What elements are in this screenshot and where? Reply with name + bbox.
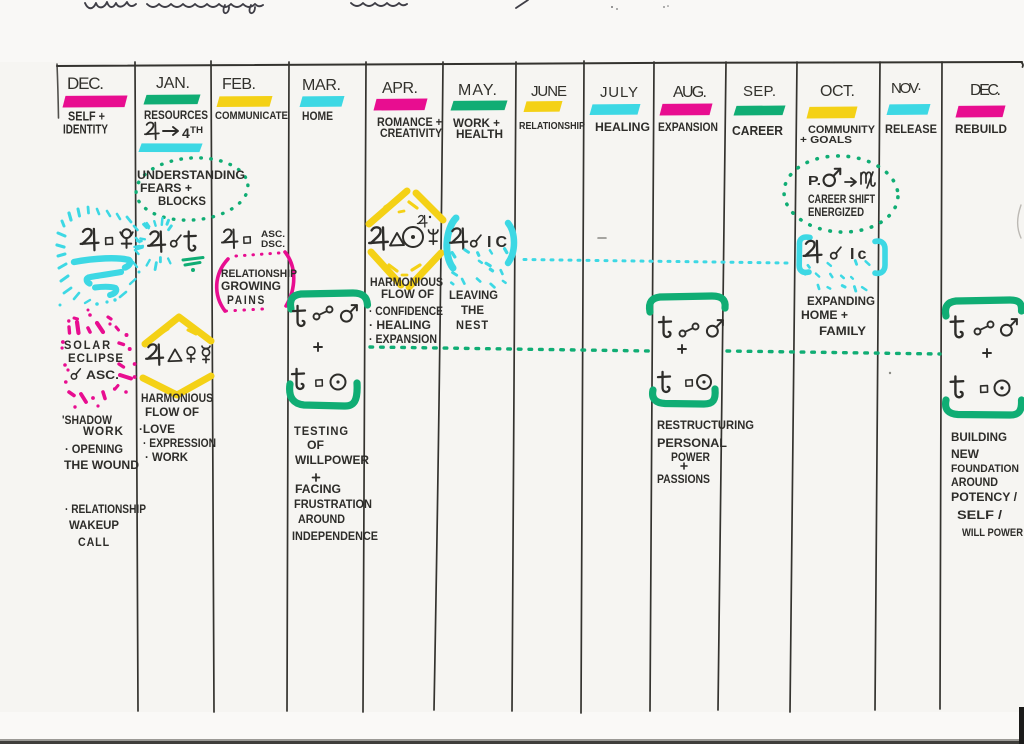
svg-text:SEP.: SEP. [743, 83, 776, 100]
svg-text:CALL: CALL [78, 535, 110, 549]
svg-text:FLOW OF: FLOW OF [145, 405, 199, 419]
svg-text:WORK +: WORK + [453, 116, 500, 130]
svg-text:FRUSTRATION: FRUSTRATION [294, 497, 372, 511]
svg-text:NEW: NEW [951, 447, 980, 461]
svg-text:RESOURCES: RESOURCES [144, 108, 208, 122]
svg-text:·LOVE: ·LOVE [139, 422, 175, 436]
svg-text:DSC.: DSC. [261, 239, 285, 250]
svg-text:FAMILY: FAMILY [819, 324, 866, 338]
svg-text:LEAVING: LEAVING [449, 288, 498, 302]
svg-text:HEALING: HEALING [595, 120, 650, 134]
svg-text:· OPENING: · OPENING [65, 442, 123, 456]
svg-text:PASSIONS: PASSIONS [657, 472, 710, 486]
svg-text:· HEALING: · HEALING [369, 318, 431, 332]
svg-text:PERSONAL: PERSONAL [657, 436, 727, 450]
svg-text:HEALTH: HEALTH [456, 129, 503, 141]
svg-text:DEC.: DEC. [970, 82, 1001, 99]
svg-text:GROWING: GROWING [221, 279, 281, 293]
svg-text:TH: TH [190, 125, 203, 135]
svg-text:BLOCKS: BLOCKS [158, 194, 206, 208]
svg-text:JUNE: JUNE [531, 83, 567, 100]
svg-text:BUILDING: BUILDING [951, 430, 1007, 444]
svg-text:PAINS: PAINS [227, 293, 266, 307]
svg-text:POTENCY /: POTENCY / [951, 490, 1018, 504]
svg-text:HOME +: HOME + [801, 308, 848, 322]
svg-text:ECLIPSE: ECLIPSE [68, 351, 124, 365]
svg-text:WAKEUP: WAKEUP [69, 518, 119, 532]
svg-text:WILL POWER: WILL POWER [962, 527, 1023, 539]
svg-text:CAREER SHIFT: CAREER SHIFT [808, 194, 875, 206]
svg-text:· EXPANSION: · EXPANSION [369, 332, 437, 346]
svg-text:JAN.: JAN. [156, 75, 190, 92]
svg-text:THE: THE [461, 303, 484, 317]
svg-text:ASC.: ASC. [86, 368, 119, 382]
svg-text:IC: IC [487, 234, 511, 251]
svg-text:POWER: POWER [671, 450, 710, 464]
svg-text:SOLAR: SOLAR [64, 338, 112, 352]
svg-text:'SHADOW: 'SHADOW [62, 413, 113, 427]
svg-text:· WORK: · WORK [145, 450, 188, 464]
svg-text:COMMUNITY: COMMUNITY [808, 124, 876, 136]
svg-text:HARMONIOUS: HARMONIOUS [141, 391, 213, 405]
svg-text:THE WOUND: THE WOUND [64, 458, 139, 472]
svg-text:SELF +: SELF + [68, 109, 105, 124]
svg-text:NOV·: NOV· [891, 80, 922, 97]
svg-text:UNDERSTANDING: UNDERSTANDING [137, 168, 245, 182]
svg-text:ROMANCE +: ROMANCE + [377, 115, 442, 129]
svg-text:WILLPOWER: WILLPOWER [295, 453, 369, 467]
svg-text:Ic: Ic [850, 246, 869, 263]
svg-text:RESTRUCTURING: RESTRUCTURING [657, 418, 754, 432]
svg-text:RELATIONSHIP: RELATIONSHIP [519, 121, 585, 132]
svg-text:IDENTITY: IDENTITY [63, 123, 109, 137]
svg-text:REBUILD: REBUILD [955, 122, 1007, 136]
svg-text:ENERGIZED: ENERGIZED [808, 207, 864, 219]
svg-text:4: 4 [182, 125, 190, 141]
svg-text:AROUND: AROUND [298, 512, 345, 526]
svg-text:· CONFIDENCE: · CONFIDENCE [369, 306, 443, 318]
svg-text:· RELATIONSHIP: · RELATIONSHIP [65, 504, 146, 516]
svg-text:INDEPENDENCE: INDEPENDENCE [292, 529, 378, 543]
svg-text:FLOW OF: FLOW OF [381, 287, 434, 301]
svg-text:FOUNDATION: FOUNDATION [951, 463, 1019, 475]
svg-text:MAY.: MAY. [458, 82, 497, 99]
svg-text:COMMUNICATE: COMMUNICATE [215, 110, 288, 122]
svg-text:FEB.: FEB. [222, 76, 256, 93]
svg-text:WORK: WORK [83, 424, 124, 438]
svg-text:+ GOALS: + GOALS [800, 135, 852, 146]
svg-text:ASC.: ASC. [261, 229, 285, 240]
svg-text:FEARS +: FEARS + [140, 181, 192, 195]
svg-text:· EXPRESSION: · EXPRESSION [143, 436, 216, 450]
svg-text:OF: OF [307, 438, 324, 452]
svg-text:RELEASE: RELEASE [885, 122, 937, 136]
svg-text:MAR.: MAR. [302, 77, 341, 94]
svg-text:EXPANSION: EXPANSION [658, 120, 718, 134]
svg-text:SELF /: SELF / [957, 508, 1003, 522]
svg-text:AROUND: AROUND [951, 475, 998, 489]
svg-text:HARMONIOUS: HARMONIOUS [370, 275, 443, 289]
svg-text:CREATIVITY: CREATIVITY [380, 128, 442, 140]
svg-text:NEST: NEST [456, 318, 489, 332]
svg-text:HOME: HOME [302, 109, 333, 123]
svg-text:P.: P. [808, 173, 821, 188]
svg-text:TESTING: TESTING [294, 424, 349, 438]
svg-text:RELATIONSHIP: RELATIONSHIP [221, 268, 297, 280]
svg-text:JULY: JULY [600, 84, 638, 101]
svg-text:DEC.: DEC. [67, 74, 104, 93]
svg-text:CAREER: CAREER [732, 123, 784, 138]
svg-text:EXPANDING: EXPANDING [807, 294, 875, 308]
svg-text:AUG.: AUG. [673, 84, 707, 101]
svg-text:APR.: APR. [382, 80, 418, 97]
svg-text:FACING: FACING [295, 482, 341, 496]
svg-text:OCT.: OCT. [820, 83, 855, 100]
